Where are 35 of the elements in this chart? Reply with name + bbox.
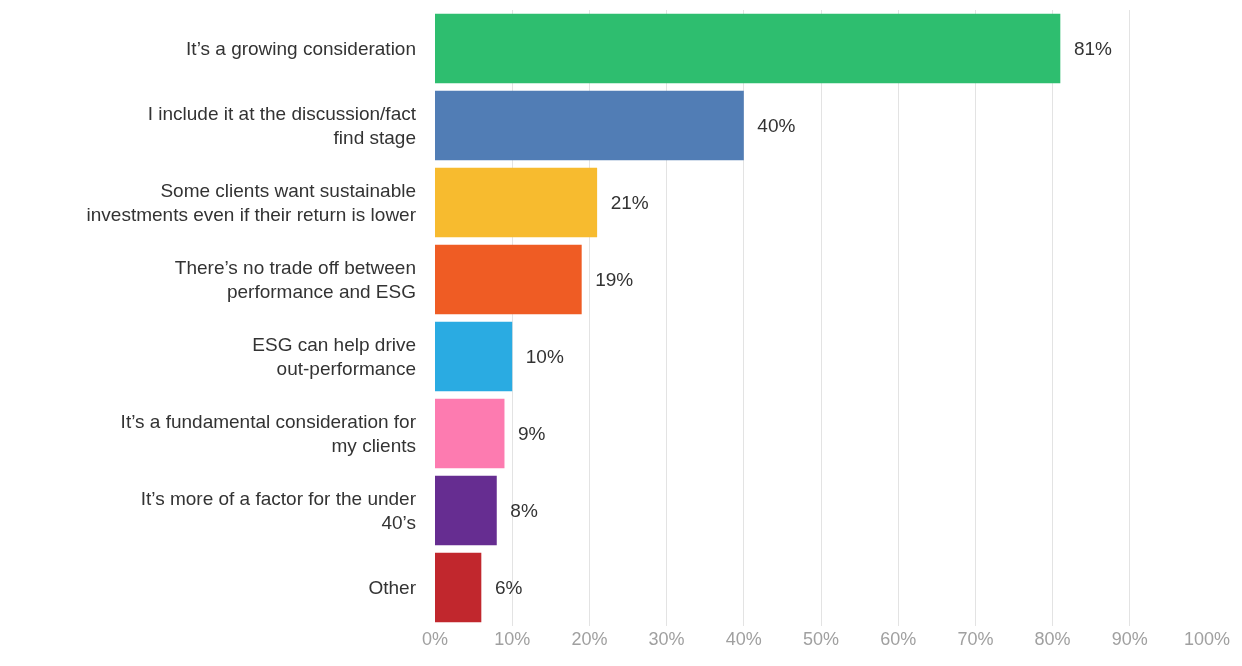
data-label: 19% bbox=[584, 269, 634, 290]
data-label: 21% bbox=[600, 192, 649, 213]
y-tick-label: It’s more of a factor for the under 40’s bbox=[140, 487, 417, 534]
y-tick-label: ESG can help drive out-performance bbox=[252, 333, 416, 380]
x-tick-label: 90% bbox=[1111, 629, 1148, 649]
x-tick-label: 0% bbox=[421, 629, 449, 649]
bar bbox=[435, 90, 744, 161]
bar bbox=[435, 13, 1061, 84]
x-tick-label: 10% bbox=[494, 629, 531, 649]
bar bbox=[435, 321, 513, 392]
x-tick-label: 50% bbox=[802, 629, 840, 649]
data-label: 40% bbox=[746, 115, 796, 136]
x-tick-label: 20% bbox=[571, 629, 608, 649]
bar bbox=[435, 398, 505, 469]
y-tick-label: There’s no trade off between performance and ESG bbox=[174, 256, 416, 303]
data-label: 6% bbox=[484, 577, 523, 598]
x-tick-label: 80% bbox=[1034, 629, 1071, 649]
data-label: 81% bbox=[1063, 38, 1113, 59]
data-label: 9% bbox=[507, 423, 546, 444]
y-tick-label: I include it at the discussion/fact find stage bbox=[147, 102, 417, 149]
data-label: 10% bbox=[515, 346, 564, 367]
bar bbox=[435, 244, 582, 315]
x-tick-label: 30% bbox=[648, 629, 685, 649]
y-tick-label: It’s a growing consideration bbox=[186, 38, 416, 60]
x-tick-label: 60% bbox=[880, 629, 917, 649]
x-tick-label: 100% bbox=[1183, 629, 1231, 649]
bar bbox=[435, 552, 482, 623]
bar bbox=[435, 167, 598, 238]
y-tick-label: Other bbox=[368, 577, 417, 599]
bar bbox=[435, 475, 497, 546]
y-tick-label: It’s a fundamental consideration for my clients bbox=[120, 410, 417, 457]
data-label: 8% bbox=[499, 500, 538, 521]
x-tick-label: 40% bbox=[725, 629, 762, 649]
y-tick-label: Some clients want sustainable investments even if their return is lower bbox=[86, 179, 417, 226]
x-tick-label: 70% bbox=[957, 629, 994, 649]
